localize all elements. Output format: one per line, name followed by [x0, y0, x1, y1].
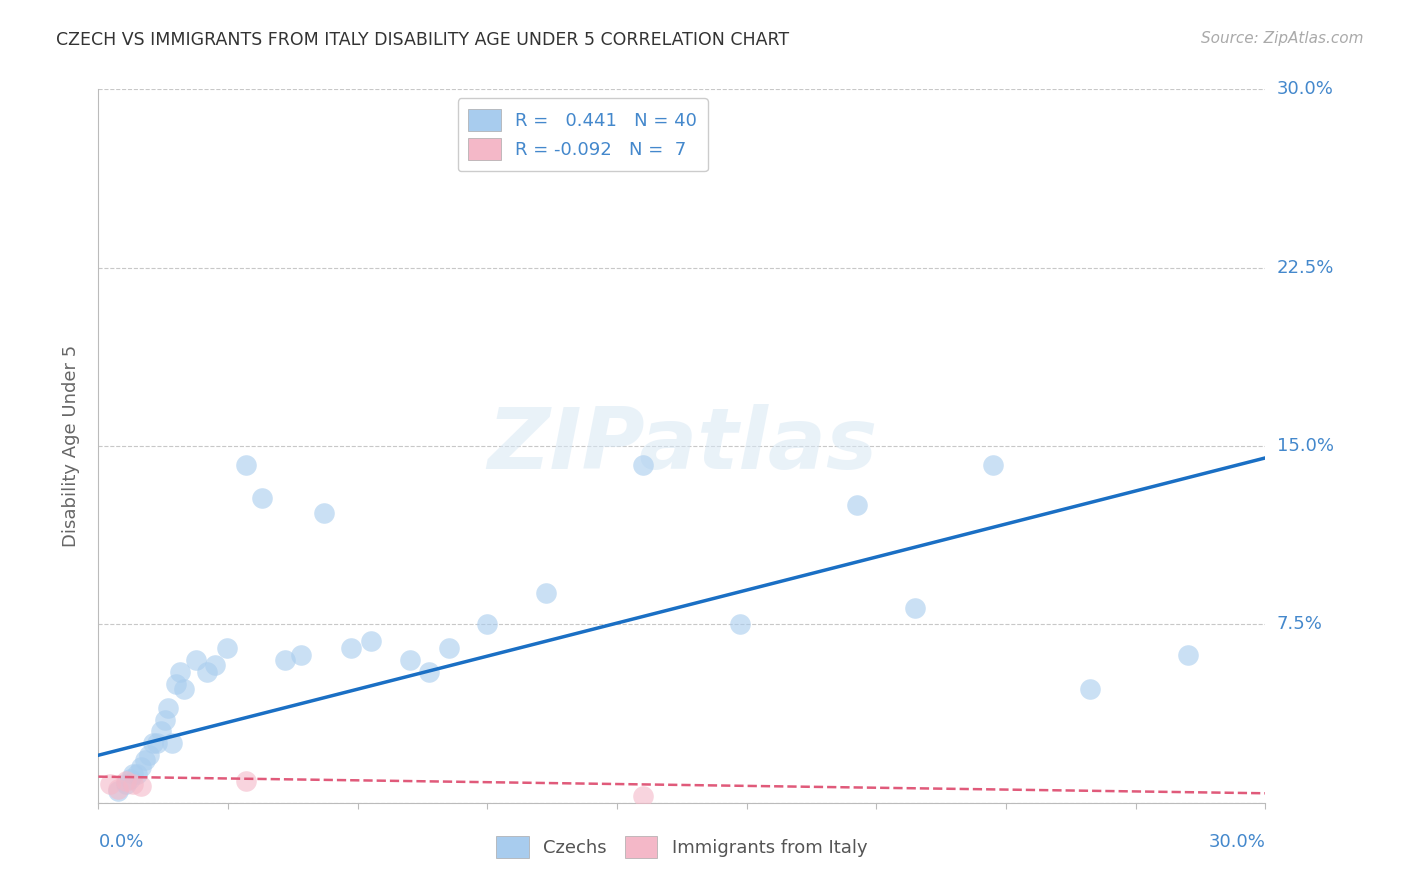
Point: [122, 777, 145, 791]
Point: [290, 648, 312, 663]
Point: [195, 665, 218, 679]
Text: 22.5%: 22.5%: [1277, 259, 1334, 277]
Point: [250, 491, 273, 506]
Text: 7.5%: 7.5%: [1277, 615, 1323, 633]
Point: [398, 653, 420, 667]
Point: [1177, 648, 1199, 663]
Point: [118, 772, 141, 786]
Point: [215, 641, 238, 656]
Point: [631, 458, 654, 472]
Point: [904, 600, 927, 615]
Point: [534, 586, 557, 600]
Point: [107, 781, 129, 796]
Text: 30.0%: 30.0%: [1277, 80, 1333, 98]
Point: [129, 760, 152, 774]
Point: [981, 458, 1004, 472]
Point: [162, 736, 184, 750]
Point: [418, 665, 440, 679]
Text: 30.0%: 30.0%: [1209, 833, 1265, 851]
Text: ZIPatlas: ZIPatlas: [486, 404, 877, 488]
Point: [127, 767, 149, 781]
Point: [169, 665, 191, 679]
Point: [235, 458, 257, 472]
Point: [114, 777, 136, 791]
Point: [149, 724, 172, 739]
Point: [129, 779, 152, 793]
Point: [340, 641, 363, 656]
Point: [157, 700, 180, 714]
Point: [274, 653, 297, 667]
Point: [204, 657, 226, 672]
Text: 0.0%: 0.0%: [98, 833, 143, 851]
Point: [107, 784, 129, 798]
Point: [98, 777, 121, 791]
Point: [235, 774, 257, 789]
Point: [165, 677, 187, 691]
Point: [437, 641, 460, 656]
Point: [730, 617, 752, 632]
Text: CZECH VS IMMIGRANTS FROM ITALY DISABILITY AGE UNDER 5 CORRELATION CHART: CZECH VS IMMIGRANTS FROM ITALY DISABILIT…: [56, 31, 789, 49]
Y-axis label: Disability Age Under 5: Disability Age Under 5: [62, 345, 80, 547]
Legend: Czechs, Immigrants from Italy: Czechs, Immigrants from Italy: [489, 829, 875, 865]
Point: [138, 748, 160, 763]
Text: Source: ZipAtlas.com: Source: ZipAtlas.com: [1201, 31, 1364, 46]
Point: [184, 653, 207, 667]
Point: [1080, 681, 1102, 696]
Point: [142, 736, 165, 750]
Point: [477, 617, 499, 632]
Point: [153, 713, 176, 727]
Point: [173, 681, 195, 696]
Point: [134, 753, 156, 767]
Point: [122, 767, 145, 781]
Point: [114, 774, 136, 789]
Point: [360, 634, 382, 648]
Point: [312, 506, 335, 520]
Text: 15.0%: 15.0%: [1277, 437, 1333, 455]
Point: [146, 736, 169, 750]
Point: [845, 499, 868, 513]
Point: [631, 789, 654, 803]
